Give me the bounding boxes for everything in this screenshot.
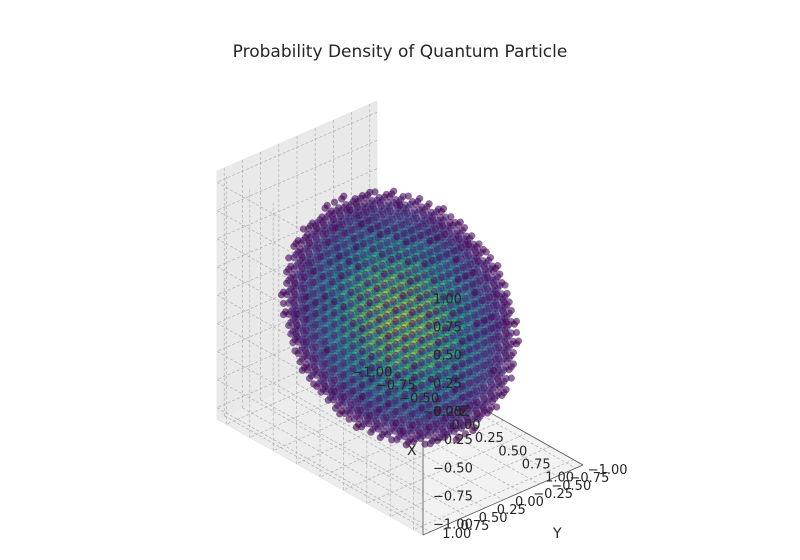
- grid-line: [216, 351, 424, 468]
- x-axis-label: X: [407, 443, 417, 459]
- grid-line: [224, 415, 431, 533]
- grid-line: [216, 140, 378, 211]
- scatter-point: [509, 360, 518, 368]
- grid-line: [315, 375, 522, 493]
- scatter-point: [507, 306, 515, 315]
- scatter-point: [505, 298, 513, 306]
- scatter-point: [439, 205, 448, 213]
- z-tick-label: −0.75: [433, 490, 473, 505]
- z-tick-label: 0.75: [433, 321, 462, 336]
- scatter-point: [503, 289, 511, 298]
- z-tick-label: −0.50: [433, 461, 473, 476]
- grid-line: [390, 446, 551, 517]
- scatter-point: [404, 192, 412, 200]
- scatter-point: [460, 224, 469, 232]
- grid-line: [216, 168, 378, 239]
- grid-line: [343, 419, 504, 491]
- scatter-point: [323, 201, 331, 210]
- grid-line: [216, 111, 378, 183]
- scatter-point: [468, 232, 476, 240]
- grid-line: [366, 433, 527, 504]
- z-tick-label: 0.00: [433, 405, 462, 420]
- grid-line: [369, 351, 576, 469]
- scatter-point: [486, 253, 495, 262]
- grid-line: [242, 407, 449, 525]
- scatter-point: [416, 194, 424, 203]
- scatter-point: [502, 386, 510, 394]
- scatter-point: [456, 218, 464, 226]
- scatter-point: [512, 328, 521, 337]
- grid-line: [296, 383, 504, 501]
- chart-title: Probability Density of Quantum Particle: [232, 42, 568, 62]
- scatter-point: [509, 349, 518, 357]
- scatter-point: [447, 213, 455, 221]
- grid-line: [413, 459, 574, 531]
- z-tick-label: 0.50: [433, 349, 462, 364]
- grid-line: [319, 406, 481, 478]
- scatter-point: [425, 200, 433, 208]
- z-tick-label: 0.25: [433, 377, 462, 392]
- grid-line: [278, 391, 485, 509]
- scatter-point: [475, 240, 483, 248]
- y-axis-label: Y: [552, 526, 562, 542]
- scatter-point: [514, 337, 523, 345]
- scatter-point: [330, 198, 339, 206]
- grid-line: [216, 407, 424, 525]
- grid-line: [216, 379, 424, 496]
- scatter-point: [390, 187, 398, 195]
- z-tick-label: −1.00: [433, 518, 473, 533]
- grid-line: [216, 196, 378, 268]
- scatter-point: [512, 317, 521, 326]
- z-tick-label: −0.25: [433, 433, 473, 448]
- scatter-point: [479, 245, 487, 254]
- z-tick-label: 1.00: [433, 292, 462, 307]
- scatter-points: [277, 187, 523, 449]
- grid-line: [260, 399, 467, 517]
- scatter-point: [493, 403, 501, 411]
- scatter-point: [507, 374, 515, 382]
- scatter-point: [371, 188, 379, 196]
- grid-line: [351, 359, 558, 477]
- z-axis-label: Z: [460, 404, 470, 420]
- scatter-point: [494, 262, 502, 270]
- y-axis-line: [422, 464, 584, 536]
- scatter-point: [496, 270, 504, 278]
- grid-line: [333, 367, 540, 485]
- scatter-point: [340, 192, 348, 200]
- scatter-point: [498, 278, 506, 287]
